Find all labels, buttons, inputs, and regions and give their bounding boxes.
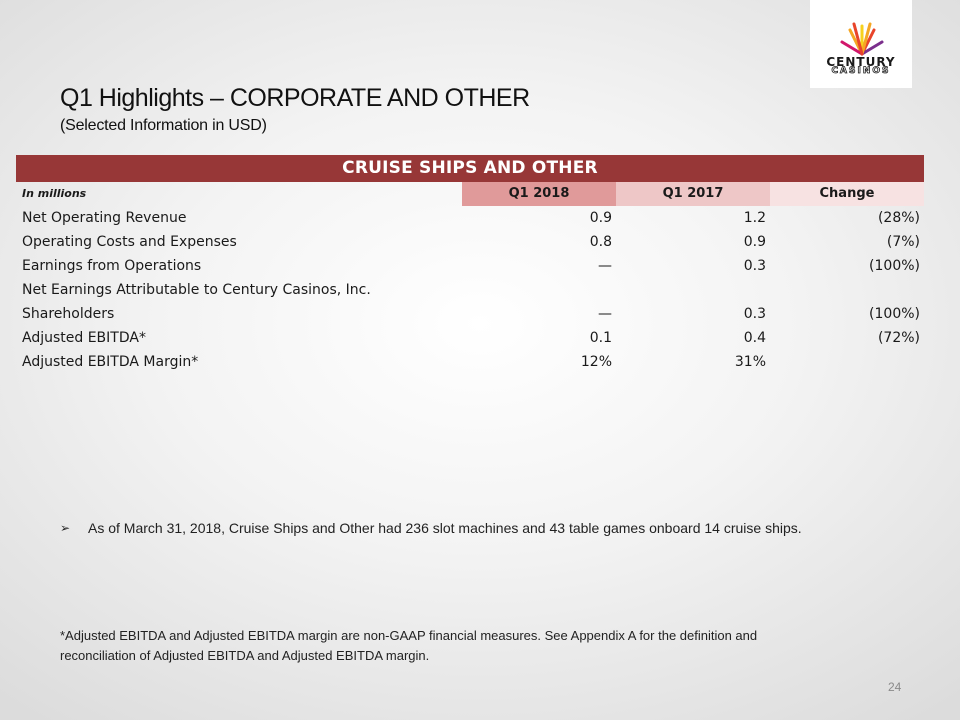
table-row: Net Operating Revenue 0.9 1.2 (28%) <box>16 206 924 230</box>
cell-q1-2018: 0.8 <box>589 234 612 250</box>
row-label: Earnings from Operations <box>22 258 202 274</box>
row-label: Adjusted EBITDA Margin* <box>22 354 199 370</box>
page-number: 24 <box>888 680 902 694</box>
table-row: Earnings from Operations — 0.3 (100%) <box>16 254 924 278</box>
cell-change <box>770 278 924 302</box>
footnote-line-1: *Adjusted EBITDA and Adjusted EBITDA mar… <box>60 628 758 643</box>
cell-q1-2018: — <box>598 306 612 322</box>
table-row: Net Earnings Attributable to Century Cas… <box>16 278 924 302</box>
cell-q1-2018 <box>462 278 616 302</box>
cell-change <box>770 350 924 374</box>
cell-q1-2017: 31% <box>734 354 766 370</box>
arrow-bullet-icon: ➢ <box>60 521 71 535</box>
row-label: Operating Costs and Expenses <box>22 234 237 250</box>
bullet-point: ➢ As of March 31, 2018, Cruise Ships and… <box>60 520 802 536</box>
cell-q1-2017: 0.3 <box>743 258 766 274</box>
table-row: Shareholders — 0.3 (100%) <box>16 302 924 326</box>
cell-q1-2017: 0.3 <box>743 306 766 322</box>
cell-q1-2017 <box>616 278 770 302</box>
footnote-line-2: reconciliation of Adjusted EBITDA and Ad… <box>60 648 430 663</box>
cell-q1-2018: 0.9 <box>589 210 612 226</box>
column-header-units: In millions <box>22 187 87 200</box>
cell-q1-2018: 0.1 <box>589 330 612 346</box>
financial-table: CRUISE SHIPS AND OTHER In millions Q1 20… <box>16 155 924 374</box>
column-header-q1-2017: Q1 2017 <box>616 182 770 206</box>
cell-change: (100%) <box>869 306 920 322</box>
column-header-q1-2018: Q1 2018 <box>462 182 616 206</box>
row-label: Net Earnings Attributable to Century Cas… <box>22 282 371 298</box>
footnote: *Adjusted EBITDA and Adjusted EBITDA mar… <box>60 626 900 666</box>
row-label: Shareholders <box>22 306 115 322</box>
century-casinos-logo: CENTURY CASINOS <box>810 0 912 88</box>
slide-subtitle: (Selected Information in USD) <box>60 117 267 134</box>
table-row: Adjusted EBITDA* 0.1 0.4 (72%) <box>16 326 924 350</box>
cell-q1-2017: 1.2 <box>743 210 766 226</box>
logo-text-casinos: CASINOS <box>831 66 891 77</box>
table-column-headers: In millions Q1 2018 Q1 2017 Change <box>16 182 924 206</box>
cell-change: (72%) <box>877 330 920 346</box>
logo-text-century: CENTURY <box>826 55 896 69</box>
logo-burst-icon <box>840 22 884 56</box>
row-label: Net Operating Revenue <box>22 210 187 226</box>
column-header-change: Change <box>770 182 924 206</box>
cell-change: (100%) <box>869 258 920 274</box>
cell-change: (7%) <box>886 234 920 250</box>
cell-change: (28%) <box>877 210 920 226</box>
cell-q1-2017: 0.4 <box>743 330 766 346</box>
table-title: CRUISE SHIPS AND OTHER <box>16 155 924 182</box>
table-row: Operating Costs and Expenses 0.8 0.9 (7%… <box>16 230 924 254</box>
table-row: Adjusted EBITDA Margin* 12% 31% <box>16 350 924 374</box>
bullet-text: As of March 31, 2018, Cruise Ships and O… <box>88 520 802 536</box>
cell-q1-2018: 12% <box>580 354 612 370</box>
row-label: Adjusted EBITDA* <box>22 330 146 346</box>
cell-q1-2018: — <box>598 258 612 274</box>
cell-q1-2017: 0.9 <box>743 234 766 250</box>
slide-title: Q1 Highlights – CORPORATE AND OTHER <box>60 84 530 112</box>
